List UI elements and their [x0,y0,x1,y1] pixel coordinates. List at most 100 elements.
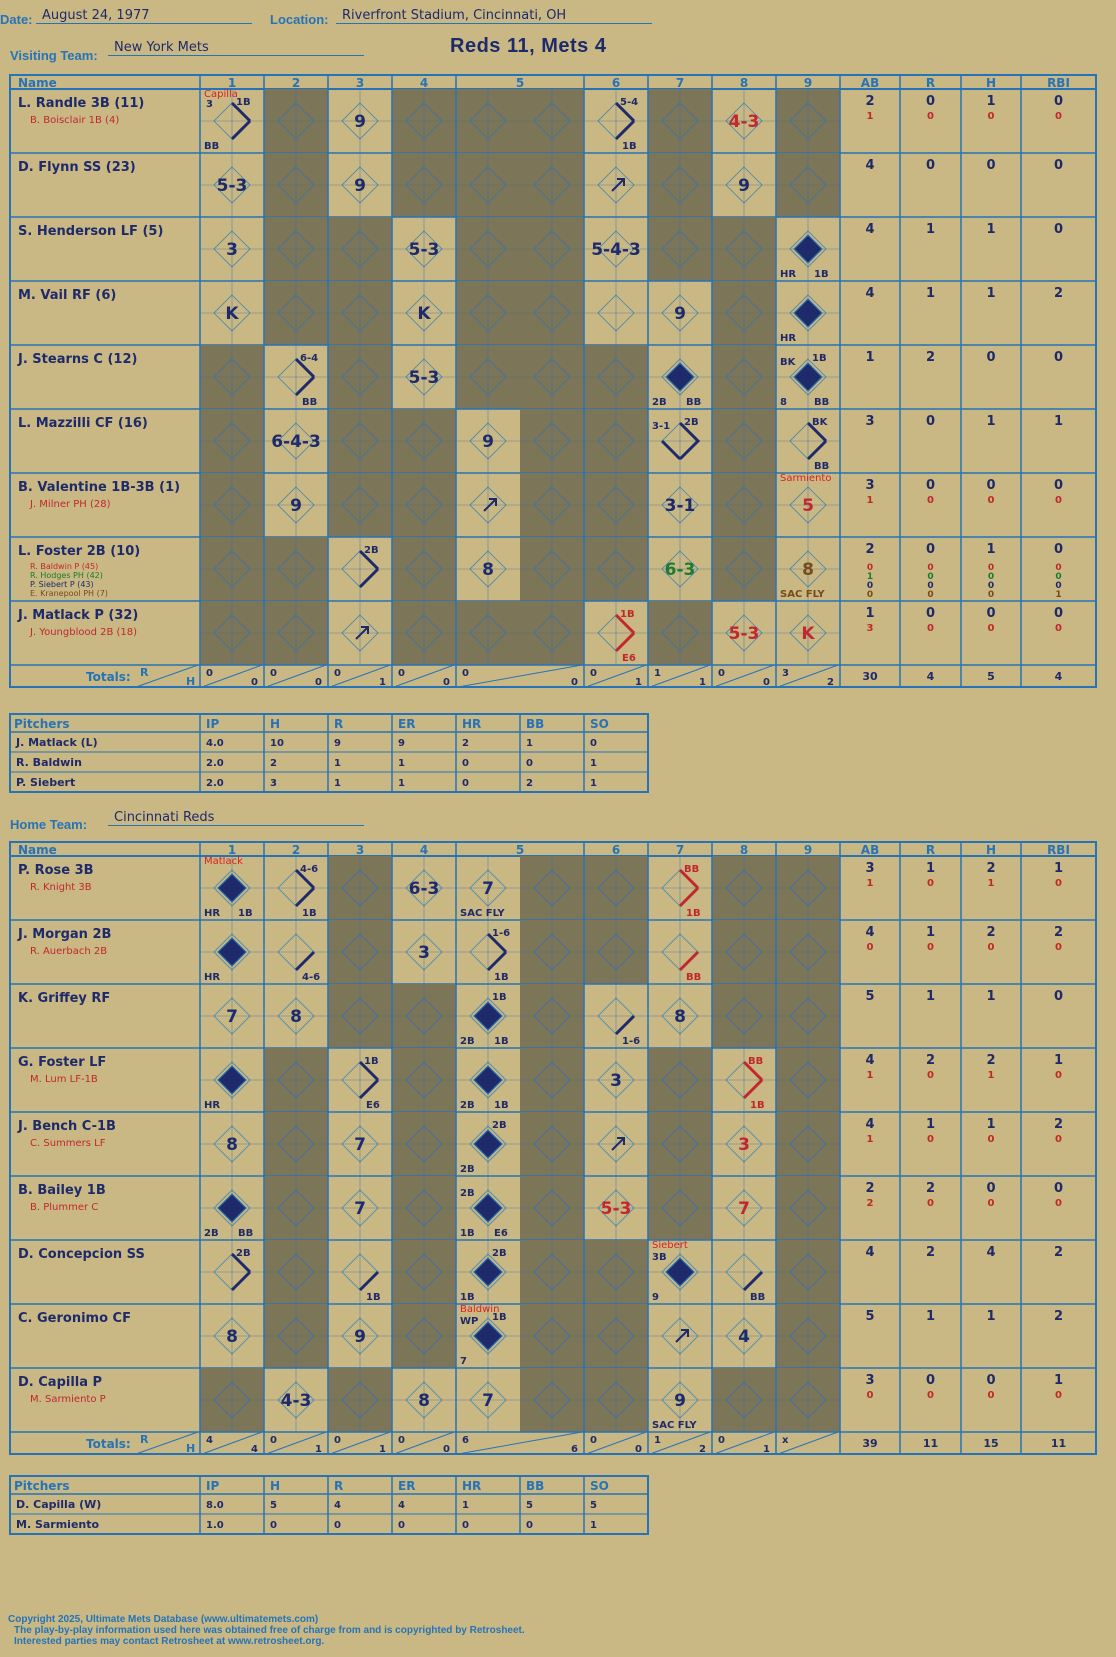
inning-hits: 0 [443,1444,450,1455]
pitcher-stat: 5 [526,1500,533,1511]
cell-note-br: 1B [622,141,637,152]
substitute-name: J. Youngblood 2B (18) [29,627,137,638]
pitcher-col-header: R [334,717,343,731]
scorecard-frame [9,74,1097,688]
player-stat: 0 [926,94,935,109]
run-scored-diamond [793,234,823,264]
base-diamond [597,294,635,332]
base-diamond [789,1381,827,1419]
cell-note-top: 1B [812,353,827,364]
base-diamond [725,614,763,652]
cell-note-br: 1B [750,1100,765,1111]
pitching-change-note: Capilla [204,89,238,100]
cell-note-br: E6 [366,1100,380,1111]
cell-note-top: BK [812,417,829,428]
play-result: 5-3 [729,624,760,644]
cell-note-top: 2B [492,1120,507,1131]
base-diamond [213,1381,251,1419]
play-result: 8 [674,1007,686,1027]
base-diamond [277,1317,315,1355]
inning-runs: 0 [590,1435,597,1446]
cell-note-br: 1B [686,908,701,919]
pitcher-stat: 10 [270,738,284,749]
player-stat: 3 [865,414,874,429]
advance-arrow-head [489,498,497,506]
run-scored-diamond [665,362,695,392]
base-diamond [341,358,379,396]
player-stat: 1 [926,1117,935,1132]
pitcher-col-header: HR [462,717,481,731]
base-diamond [725,230,763,268]
base-diamond [533,1125,571,1163]
substitute-name: R. Auerbach 2B [30,946,107,957]
inning-hits: 1 [315,1444,322,1455]
totals-slash [393,1431,455,1455]
pitcher-stat: 4 [398,1500,405,1511]
player-stat: 0 [927,1134,934,1145]
player-stat: 2 [926,1053,935,1068]
player-name: J. Bench C-1B [17,1119,116,1134]
base-diamond [789,486,827,524]
player-stat: 0 [927,1390,934,1401]
player-stat: 5 [865,989,874,1004]
base-diamond [277,166,315,204]
play-result: 7 [482,1391,494,1411]
base-diamond [597,358,635,396]
basepath-2b [230,1252,252,1274]
cell-note-bl: 2B [204,1228,219,1239]
cell-note-bl: BB [204,141,219,152]
substitute-name: E. Kranepool PH (7) [30,589,108,598]
player-stat: 2 [1054,1245,1063,1260]
pitcher-col-header: H [270,717,280,731]
base-diamond [597,933,635,971]
basepath-2b [230,101,252,123]
player-stat: 0 [927,623,934,634]
base-diamond [789,230,827,268]
cell-note-bl: 2B [460,1036,475,1047]
player-stat: 4 [865,925,874,940]
player-stat: 0 [926,542,935,557]
player-stat: 0 [988,1390,995,1401]
play-result: 8 [290,1007,302,1027]
inning-hits: 6 [571,1444,578,1455]
pitcher-stat: 1.0 [206,1520,224,1531]
player-stat: 0 [926,158,935,173]
base-diamond [661,1253,699,1291]
cell-note-top: 1B [236,97,251,108]
pitcher-stat: 0 [526,1520,533,1531]
pitcher-col-header: BB [526,1479,544,1493]
base-diamond [341,294,379,332]
player-stat: 0 [927,581,933,591]
pitcher-stat: 1 [398,778,405,789]
total-stat: 11 [1051,1437,1066,1450]
player-stat: 0 [986,1181,995,1196]
base-diamond [277,422,315,460]
totals-slash [649,1431,711,1455]
player-stat: 0 [927,111,934,122]
run-scored-diamond [473,1129,503,1159]
player-name: L. Randle 3B (11) [18,96,144,111]
base-diamond [213,1317,251,1355]
base-diamond [341,486,379,524]
base-diamond [469,102,507,140]
player-stat: 1 [867,572,873,582]
play-result: 9 [674,304,686,324]
advance-arrow [675,1329,689,1343]
inning-header-3: 3 [356,843,364,857]
base-diamond [277,486,315,524]
pitcher-stat: 1 [398,758,405,769]
base-diamond [469,294,507,332]
base-diamond [661,294,699,332]
player-name: J. Morgan 2B [17,927,111,942]
base-diamond [533,1061,571,1099]
player-stat: 1 [1054,861,1063,876]
player-stat: 0 [926,1373,935,1388]
play-result: 3 [226,240,238,260]
cell-note-bl: HR [780,269,796,280]
base-diamond [405,933,443,971]
base-diamond [277,230,315,268]
play-result: 4 [738,1327,750,1347]
base-diamond [789,1061,827,1099]
pitcher-stat: 3 [270,778,277,789]
inning-runs: 1 [654,1435,661,1446]
